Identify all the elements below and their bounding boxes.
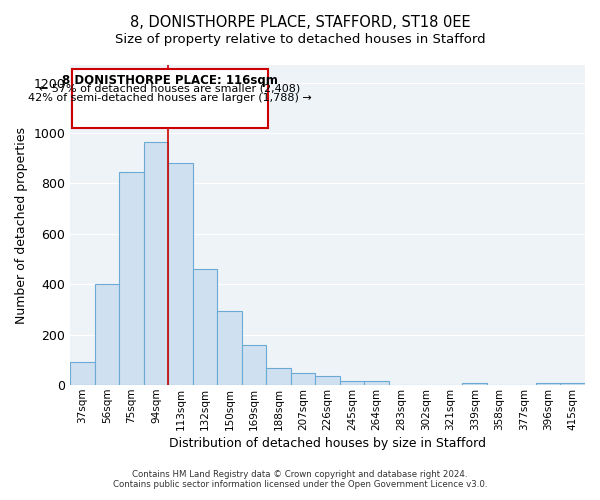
Bar xyxy=(340,382,364,385)
Bar xyxy=(316,376,340,385)
Bar xyxy=(169,164,193,385)
Bar xyxy=(364,382,389,385)
Text: 8, DONISTHORPE PLACE, STAFFORD, ST18 0EE: 8, DONISTHORPE PLACE, STAFFORD, ST18 0EE xyxy=(130,15,470,30)
Bar xyxy=(242,345,266,385)
X-axis label: Distribution of detached houses by size in Stafford: Distribution of detached houses by size … xyxy=(169,437,486,450)
Bar xyxy=(266,368,291,385)
Bar xyxy=(119,172,144,385)
Bar xyxy=(463,382,487,385)
Bar xyxy=(193,269,217,385)
Bar xyxy=(71,69,268,128)
Bar xyxy=(70,362,95,385)
Text: Contains HM Land Registry data © Crown copyright and database right 2024.
Contai: Contains HM Land Registry data © Crown c… xyxy=(113,470,487,489)
Bar xyxy=(95,284,119,385)
Bar xyxy=(144,142,169,385)
Bar xyxy=(217,311,242,385)
Bar xyxy=(536,382,560,385)
Y-axis label: Number of detached properties: Number of detached properties xyxy=(15,126,28,324)
Text: Size of property relative to detached houses in Stafford: Size of property relative to detached ho… xyxy=(115,32,485,46)
Bar xyxy=(291,372,316,385)
Text: ← 57% of detached houses are smaller (2,408): ← 57% of detached houses are smaller (2,… xyxy=(39,84,300,94)
Text: 42% of semi-detached houses are larger (1,788) →: 42% of semi-detached houses are larger (… xyxy=(28,92,311,102)
Text: 8 DONISTHORPE PLACE: 116sqm: 8 DONISTHORPE PLACE: 116sqm xyxy=(62,74,277,88)
Bar xyxy=(560,382,585,385)
